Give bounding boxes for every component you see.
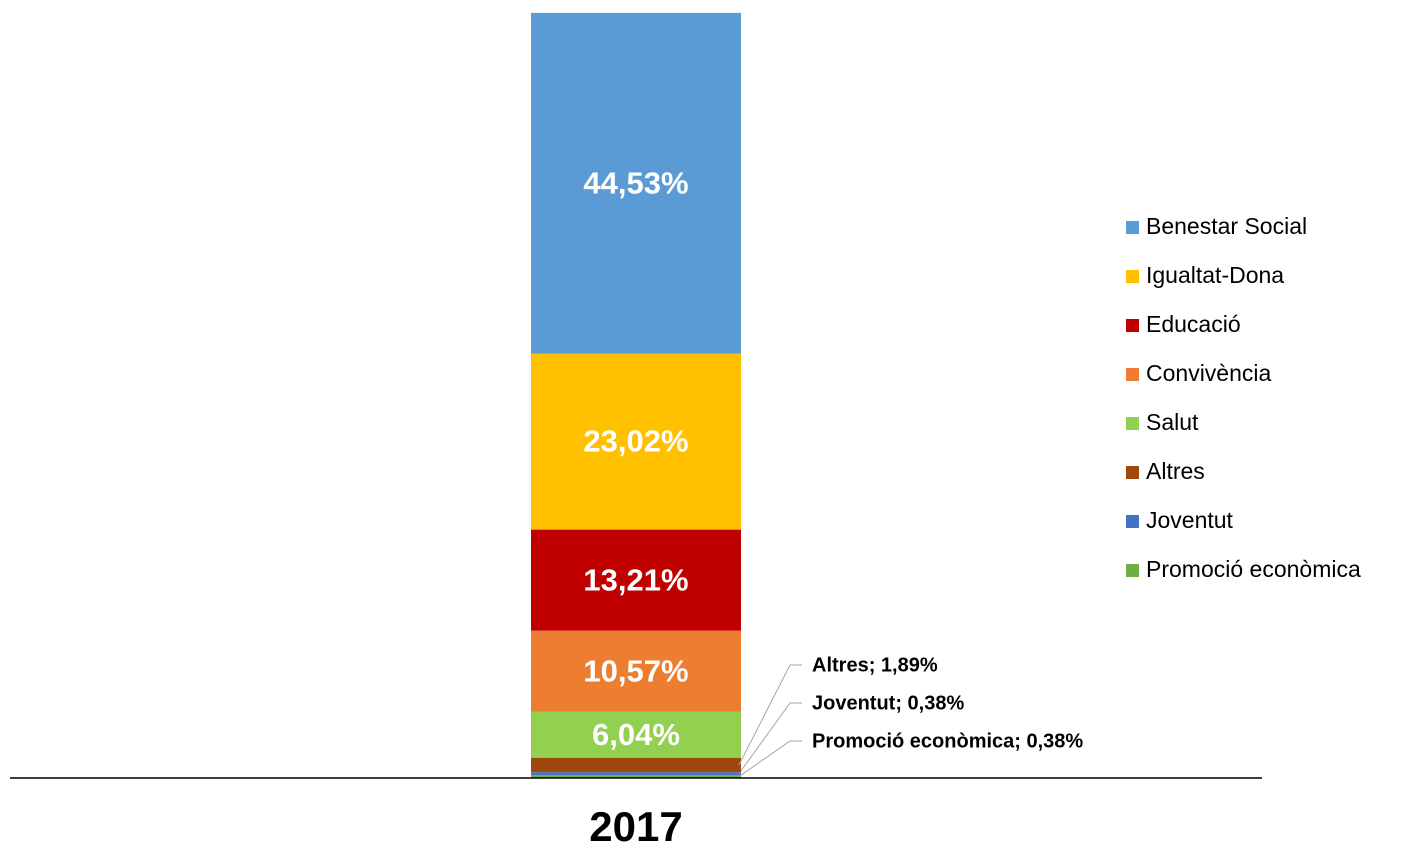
legend-swatch [1126, 319, 1139, 332]
legend-label: Educació [1146, 311, 1241, 337]
data-label: 23,02% [583, 424, 688, 459]
data-label: 13,21% [583, 562, 688, 597]
leader-line [738, 664, 802, 766]
leader-line [738, 740, 802, 777]
bar-segment [531, 772, 741, 776]
legend-swatch [1126, 221, 1139, 234]
data-label: 6,04% [592, 717, 680, 752]
legend-swatch [1126, 564, 1139, 577]
x-tick-label: 2017 [589, 803, 682, 848]
leader-line [738, 702, 802, 774]
bar-segment [531, 775, 741, 778]
legend-swatch [1126, 270, 1139, 283]
bar-segment [531, 711, 741, 758]
bar-segment [531, 353, 741, 530]
legend-label: Altres [1146, 458, 1205, 484]
bar-segment [531, 757, 741, 773]
legend-label: Joventut [1146, 507, 1234, 533]
data-label: 44,53% [583, 165, 688, 200]
legend-label: Salut [1146, 409, 1199, 435]
legend-label: Convivència [1146, 360, 1271, 386]
legend-label: Promoció econòmica [1146, 556, 1361, 582]
legend-label: Benestar Social [1146, 213, 1307, 239]
bar-segment [531, 630, 741, 712]
legend-swatch [1126, 466, 1139, 479]
data-label: Altres; 1,89% [812, 654, 938, 676]
legend-swatch [1126, 515, 1139, 528]
legend-swatch [1126, 368, 1139, 381]
bar-segment [531, 12, 741, 354]
legend-swatch [1126, 417, 1139, 430]
data-label: Promoció econòmica; 0,38% [812, 730, 1083, 752]
data-label: Joventut; 0,38% [812, 692, 964, 714]
data-label: 10,57% [583, 653, 688, 688]
bar-segment [531, 529, 741, 631]
legend-label: Igualtat-Dona [1146, 262, 1284, 288]
